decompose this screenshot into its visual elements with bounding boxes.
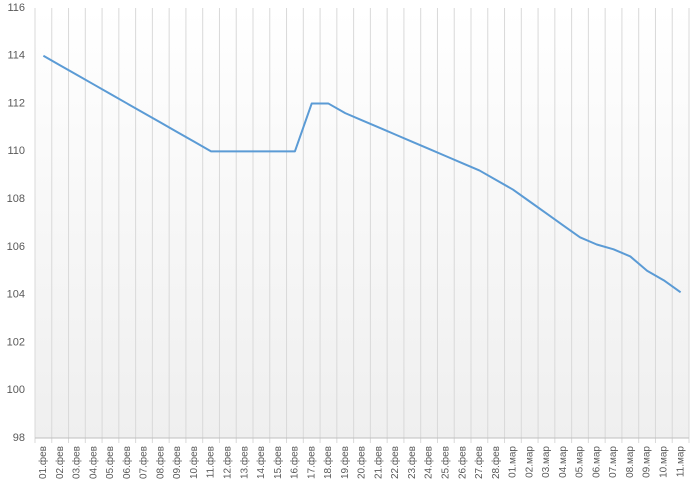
data-line [42,54,682,294]
x-tick-label: 14.фев [255,446,267,479]
x-tick-label: 24.фев [423,446,435,479]
x-tick-label: 04.фев [87,446,99,479]
x-tick-label: 06.мар [591,446,602,478]
x-tick-label: 07.мар [608,446,619,478]
x-tick-label: 28.фев [490,446,502,479]
x-tick-label: 02.мар [524,446,535,478]
x-tick-label: 16.фев [289,446,301,479]
x-tick-label: 19.фев [339,446,351,479]
x-tick-label: 15.фев [272,446,284,479]
y-tick-label: 106 [7,241,25,253]
x-tick-label: 10.фев [188,446,200,479]
x-tick-label: 01.фев [37,446,49,479]
y-tick-label: 104 [7,289,25,301]
x-tick-label: 05.мар [575,446,586,478]
x-tick-label: 09.мар [642,446,653,478]
x-tick-label: 23.фев [406,446,418,479]
x-tick-label: 08.мар [625,446,636,478]
y-tick-label: 98 [13,432,25,444]
y-tick-label: 116 [7,2,25,14]
y-tick-label: 112 [7,97,25,109]
x-tick-label: 03.мар [541,446,552,478]
x-tick-label: 01.мар [508,446,519,478]
plot-area [35,8,689,438]
x-tick-label: 11.фев [205,446,217,478]
x-tick-label: 25.фев [439,446,451,479]
y-tick-label: 102 [7,336,25,348]
x-tick-label: 22.фев [389,446,401,479]
y-tick-label: 110 [7,145,25,157]
x-tick-label: 12.фев [221,446,233,479]
x-tick-label: 09.фев [171,446,183,479]
x-tick-label: 05.фев [104,446,116,479]
x-tick-label: 04.мар [558,446,569,478]
x-tick-label: 13.фев [238,446,250,479]
x-tick-label: 10.мар [658,446,669,478]
x-tick-label: 08.фев [154,446,166,479]
x-tick-label: 11.мар [675,446,686,478]
y-tick-label: 100 [7,384,25,396]
x-tick-label: 27.фев [473,446,485,479]
x-tick-label: 17.фев [305,446,317,479]
x-tick-label: 07.фев [138,446,150,479]
y-tick-label: 108 [7,193,25,205]
x-tick-label: 03.фев [71,446,83,479]
x-tick-label: 26.фев [456,446,468,479]
x-tick-label: 02.фев [54,446,66,479]
y-tick-label: 114 [7,50,25,62]
x-tick-label: 20.фев [356,446,368,479]
x-tick-label: 18.фев [322,446,334,479]
x-tick-label: 21.фев [372,446,384,479]
x-tick-label: 06.фев [121,446,133,479]
